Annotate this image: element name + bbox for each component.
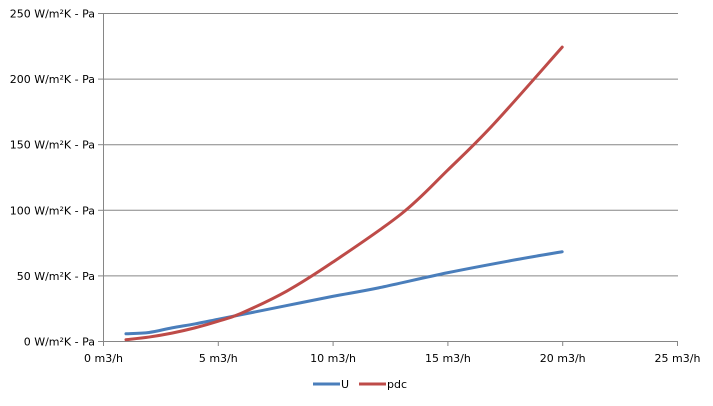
y-tick-label: 250 W/m²K - Pa [10,8,95,21]
series-line-pdc [124,45,564,342]
series-line-U [124,250,564,336]
series-lines [124,45,564,342]
y-tick-label: 100 W/m²K - Pa [10,204,95,217]
y-tick-label: 200 W/m²K - Pa [10,73,95,86]
y-tick-label: 150 W/m²K - Pa [10,139,95,152]
legend-label: U [341,378,349,391]
gridlines [103,13,678,277]
y-tick-label: 0 W/m²K - Pa [24,336,95,349]
x-tick-label: 20 m3/h [540,352,586,365]
legend-label: pdc [387,378,407,391]
x-tick-label: 25 m3/h [655,352,701,365]
axes: 0 W/m²K - Pa 50 W/m²K - Pa 100 W/m²K - Pa 1… [10,8,701,366]
x-tick-label: 10 m3/h [310,352,356,365]
x-tick-label: 0 m3/h [84,352,123,365]
x-tick-label: 5 m3/h [199,352,238,365]
x-tick-label: 15 m3/h [425,352,471,365]
y-tick-label: 50 W/m²K - Pa [17,270,95,283]
